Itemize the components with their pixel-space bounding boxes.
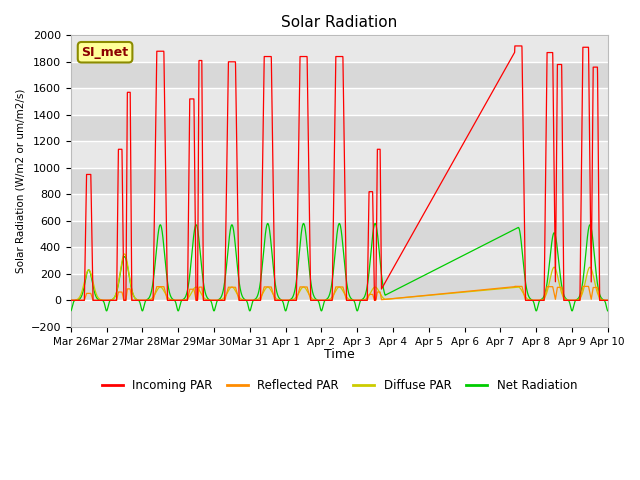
Bar (71, 168, 608, 194)
Title: Solar Radiation: Solar Radiation (281, 15, 397, 30)
Bar (71, 194, 608, 221)
Bar (71, 274, 608, 300)
Text: SI_met: SI_met (81, 46, 129, 59)
Bar (71, 221, 608, 247)
Bar (71, 141, 608, 168)
Bar (71, 62, 608, 88)
Y-axis label: Solar Radiation (W/m2 or um/m2/s): Solar Radiation (W/m2 or um/m2/s) (15, 89, 25, 273)
Bar (71, 115, 608, 141)
Bar (71, 247, 608, 274)
Bar (71, 88, 608, 115)
Bar (71, 36, 608, 62)
Bar (71, 300, 608, 327)
Legend: Incoming PAR, Reflected PAR, Diffuse PAR, Net Radiation: Incoming PAR, Reflected PAR, Diffuse PAR… (97, 374, 582, 396)
X-axis label: Time: Time (324, 348, 355, 361)
